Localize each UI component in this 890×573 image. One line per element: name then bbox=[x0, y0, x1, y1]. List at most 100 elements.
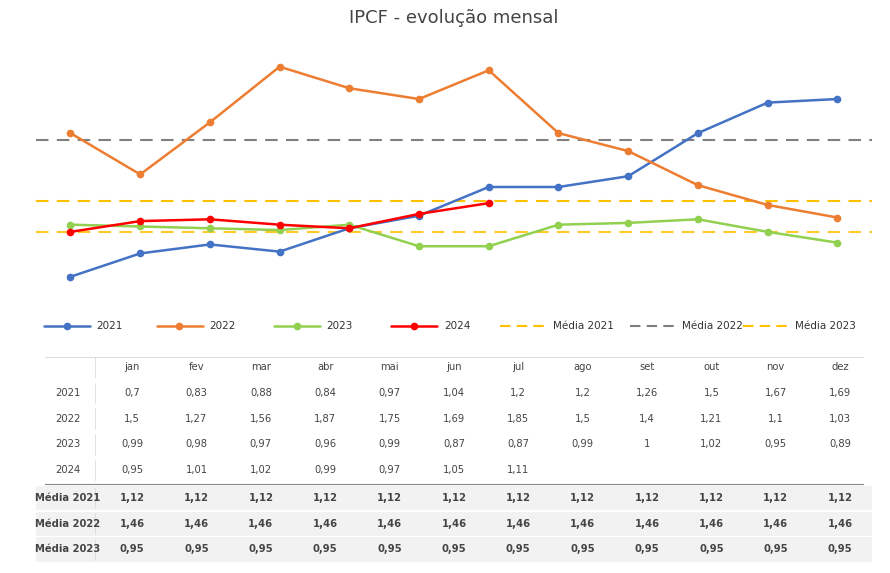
Text: 0,95: 0,95 bbox=[765, 439, 787, 449]
Text: 2023: 2023 bbox=[55, 439, 80, 449]
Text: abr: abr bbox=[317, 363, 334, 372]
Text: 1,12: 1,12 bbox=[248, 493, 273, 503]
Text: 0,95: 0,95 bbox=[121, 465, 143, 475]
Text: 0,95: 0,95 bbox=[313, 544, 337, 554]
Text: 1,12: 1,12 bbox=[828, 493, 853, 503]
Text: 1,5: 1,5 bbox=[703, 388, 719, 398]
Text: 0,83: 0,83 bbox=[185, 388, 207, 398]
Text: 1,05: 1,05 bbox=[443, 465, 465, 475]
Text: 1,67: 1,67 bbox=[765, 388, 787, 398]
Text: 0,99: 0,99 bbox=[571, 439, 594, 449]
Text: Média 2022: Média 2022 bbox=[683, 321, 743, 331]
Text: 1,56: 1,56 bbox=[250, 414, 272, 423]
Text: 1,12: 1,12 bbox=[184, 493, 209, 503]
Text: 2022: 2022 bbox=[210, 321, 236, 331]
Text: jun: jun bbox=[446, 363, 462, 372]
Text: 1,12: 1,12 bbox=[506, 493, 530, 503]
Text: 1,03: 1,03 bbox=[829, 414, 851, 423]
Text: mar: mar bbox=[251, 363, 271, 372]
Text: 0,95: 0,95 bbox=[635, 544, 659, 554]
Text: 0,95: 0,95 bbox=[441, 544, 466, 554]
Text: 0,7: 0,7 bbox=[125, 388, 140, 398]
Text: 2024: 2024 bbox=[55, 465, 80, 475]
Text: 0,95: 0,95 bbox=[120, 544, 144, 554]
Text: 1,85: 1,85 bbox=[507, 414, 530, 423]
Text: 1,5: 1,5 bbox=[125, 414, 140, 423]
Text: jul: jul bbox=[512, 363, 524, 372]
Text: fev: fev bbox=[189, 363, 205, 372]
Text: 0,95: 0,95 bbox=[248, 544, 273, 554]
Text: 1,46: 1,46 bbox=[506, 519, 530, 529]
Text: set: set bbox=[639, 363, 654, 372]
Text: 0,97: 0,97 bbox=[378, 388, 400, 398]
Title: IPCF - evolução mensal: IPCF - evolução mensal bbox=[349, 9, 559, 28]
Text: 1,46: 1,46 bbox=[312, 519, 337, 529]
Text: jan: jan bbox=[125, 363, 140, 372]
Text: 1,21: 1,21 bbox=[700, 414, 723, 423]
Text: Média 2023: Média 2023 bbox=[36, 544, 101, 554]
Text: 1,5: 1,5 bbox=[575, 414, 591, 423]
Text: 1,12: 1,12 bbox=[570, 493, 595, 503]
Text: 1,27: 1,27 bbox=[185, 414, 207, 423]
Text: 0,99: 0,99 bbox=[121, 439, 143, 449]
Text: 1,4: 1,4 bbox=[639, 414, 655, 423]
Text: 2021: 2021 bbox=[97, 321, 123, 331]
Text: 0,95: 0,95 bbox=[377, 544, 402, 554]
Text: Média 2022: Média 2022 bbox=[36, 519, 101, 529]
Text: 1,04: 1,04 bbox=[443, 388, 465, 398]
FancyBboxPatch shape bbox=[36, 486, 872, 511]
Text: 1,69: 1,69 bbox=[443, 414, 465, 423]
Text: out: out bbox=[703, 363, 719, 372]
Text: 1,02: 1,02 bbox=[250, 465, 272, 475]
Text: 1,46: 1,46 bbox=[699, 519, 724, 529]
Text: 1,12: 1,12 bbox=[763, 493, 789, 503]
Text: 1,2: 1,2 bbox=[575, 388, 591, 398]
Text: 0,99: 0,99 bbox=[314, 465, 336, 475]
Text: 2023: 2023 bbox=[327, 321, 353, 331]
Text: mai: mai bbox=[380, 363, 399, 372]
Text: 1,01: 1,01 bbox=[185, 465, 207, 475]
Text: 1,12: 1,12 bbox=[635, 493, 659, 503]
Text: 2024: 2024 bbox=[444, 321, 470, 331]
Text: 1,87: 1,87 bbox=[314, 414, 336, 423]
Text: 0,95: 0,95 bbox=[570, 544, 595, 554]
Text: 0,95: 0,95 bbox=[184, 544, 209, 554]
Text: 1,46: 1,46 bbox=[441, 519, 466, 529]
Text: 1,26: 1,26 bbox=[635, 388, 658, 398]
Text: 1,12: 1,12 bbox=[119, 493, 145, 503]
Text: 1,12: 1,12 bbox=[699, 493, 724, 503]
Text: 0,89: 0,89 bbox=[829, 439, 851, 449]
Text: Média 2023: Média 2023 bbox=[796, 321, 856, 331]
Text: 1,46: 1,46 bbox=[570, 519, 595, 529]
Text: 0,87: 0,87 bbox=[507, 439, 530, 449]
Text: Média 2021: Média 2021 bbox=[35, 493, 101, 503]
Text: 1,46: 1,46 bbox=[763, 519, 789, 529]
Text: 0,95: 0,95 bbox=[764, 544, 788, 554]
FancyBboxPatch shape bbox=[36, 512, 872, 536]
Text: 1,12: 1,12 bbox=[441, 493, 466, 503]
Text: Média 2021: Média 2021 bbox=[553, 321, 613, 331]
Text: 1,46: 1,46 bbox=[635, 519, 659, 529]
Text: 0,87: 0,87 bbox=[443, 439, 465, 449]
Text: 0,84: 0,84 bbox=[314, 388, 336, 398]
Text: 1,02: 1,02 bbox=[700, 439, 723, 449]
Text: 0,98: 0,98 bbox=[185, 439, 207, 449]
Text: 0,95: 0,95 bbox=[699, 544, 724, 554]
Text: 1,1: 1,1 bbox=[768, 414, 783, 423]
Text: 1,46: 1,46 bbox=[119, 519, 145, 529]
Text: nov: nov bbox=[766, 363, 785, 372]
Text: ago: ago bbox=[573, 363, 592, 372]
Text: dez: dez bbox=[831, 363, 849, 372]
Text: 1,2: 1,2 bbox=[510, 388, 526, 398]
Text: 0,97: 0,97 bbox=[250, 439, 272, 449]
Text: 0,97: 0,97 bbox=[378, 465, 400, 475]
Text: 0,95: 0,95 bbox=[506, 544, 530, 554]
Text: 1,12: 1,12 bbox=[377, 493, 402, 503]
Text: 2021: 2021 bbox=[55, 388, 80, 398]
Text: 1,69: 1,69 bbox=[829, 388, 851, 398]
Text: 2022: 2022 bbox=[55, 414, 80, 423]
Text: 1,46: 1,46 bbox=[184, 519, 209, 529]
Text: 1,46: 1,46 bbox=[248, 519, 273, 529]
Text: 1,75: 1,75 bbox=[378, 414, 400, 423]
Text: 0,99: 0,99 bbox=[378, 439, 400, 449]
